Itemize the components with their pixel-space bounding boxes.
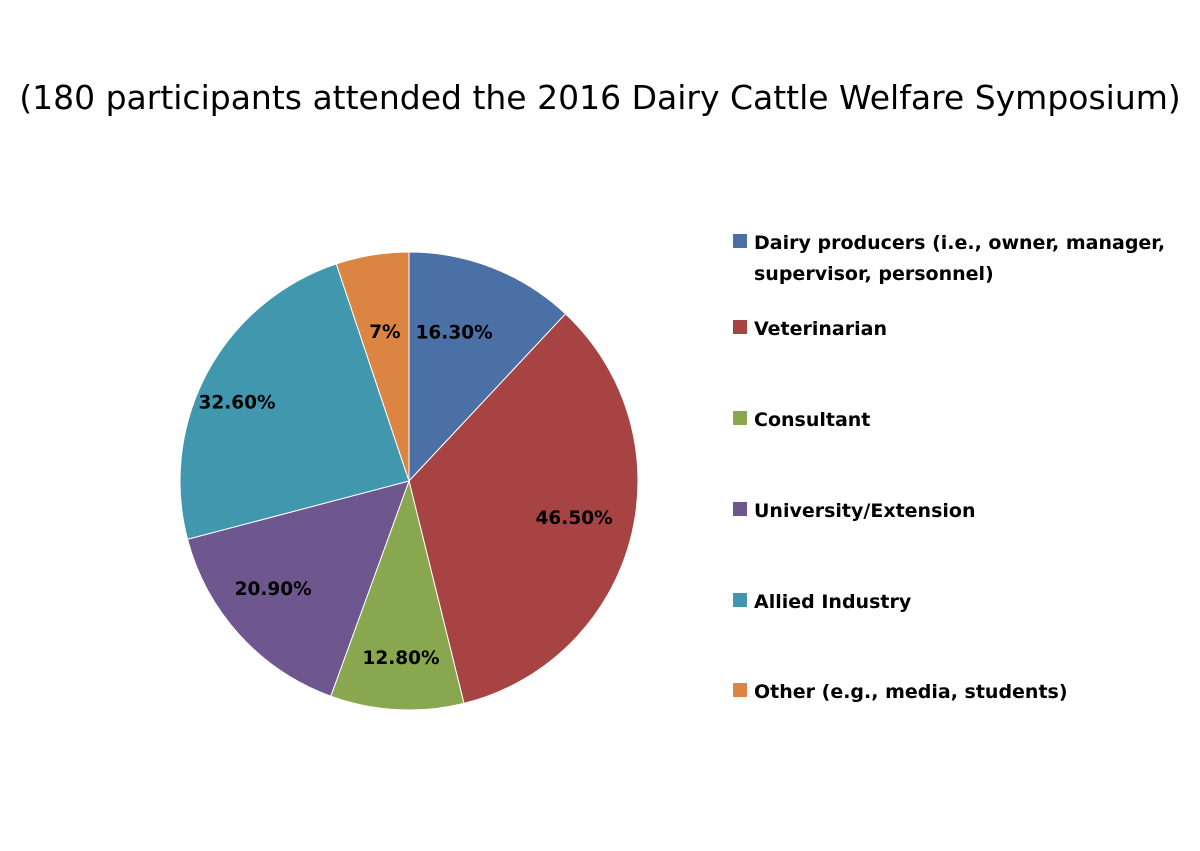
data-label-3: 12.80% xyxy=(362,648,439,669)
legend-label: Consultant xyxy=(754,409,871,431)
pie-slice-5 xyxy=(179,263,410,540)
legend-label: Allied Industry xyxy=(754,591,912,613)
legend-label: Veterinarian xyxy=(754,318,887,340)
data-label-6: 7% xyxy=(369,322,400,343)
legend-swatch xyxy=(733,593,747,607)
pie-slice-1 xyxy=(408,251,567,483)
data-label-5: 32.60% xyxy=(198,393,275,414)
legend-swatch xyxy=(733,683,747,697)
legend-swatch xyxy=(733,320,747,334)
legend-label: Other (e.g., media, students) xyxy=(754,681,1068,703)
pie-data-labels: 16.30% 46.50% 12.80% 20.90% 32.60% 7% xyxy=(198,322,612,669)
pie-slice-2 xyxy=(408,313,639,704)
pie-slice-6 xyxy=(335,251,410,482)
legend-swatch xyxy=(733,411,747,425)
pie-slice-4 xyxy=(186,480,410,697)
data-label-2: 46.50% xyxy=(536,508,613,529)
legend-label: Dairy producers (i.e., owner, manager, s… xyxy=(754,232,1166,285)
legend-swatch xyxy=(733,502,747,516)
chart-title: (180 participants attended the 2016 Dair… xyxy=(19,78,1181,117)
data-label-1: 16.30% xyxy=(416,323,493,344)
legend-label: University/Extension xyxy=(754,500,976,522)
legend-swatch xyxy=(733,234,747,248)
pie-slice-3 xyxy=(330,479,465,711)
pie-slices xyxy=(179,251,639,711)
data-label-4: 20.90% xyxy=(235,579,312,600)
